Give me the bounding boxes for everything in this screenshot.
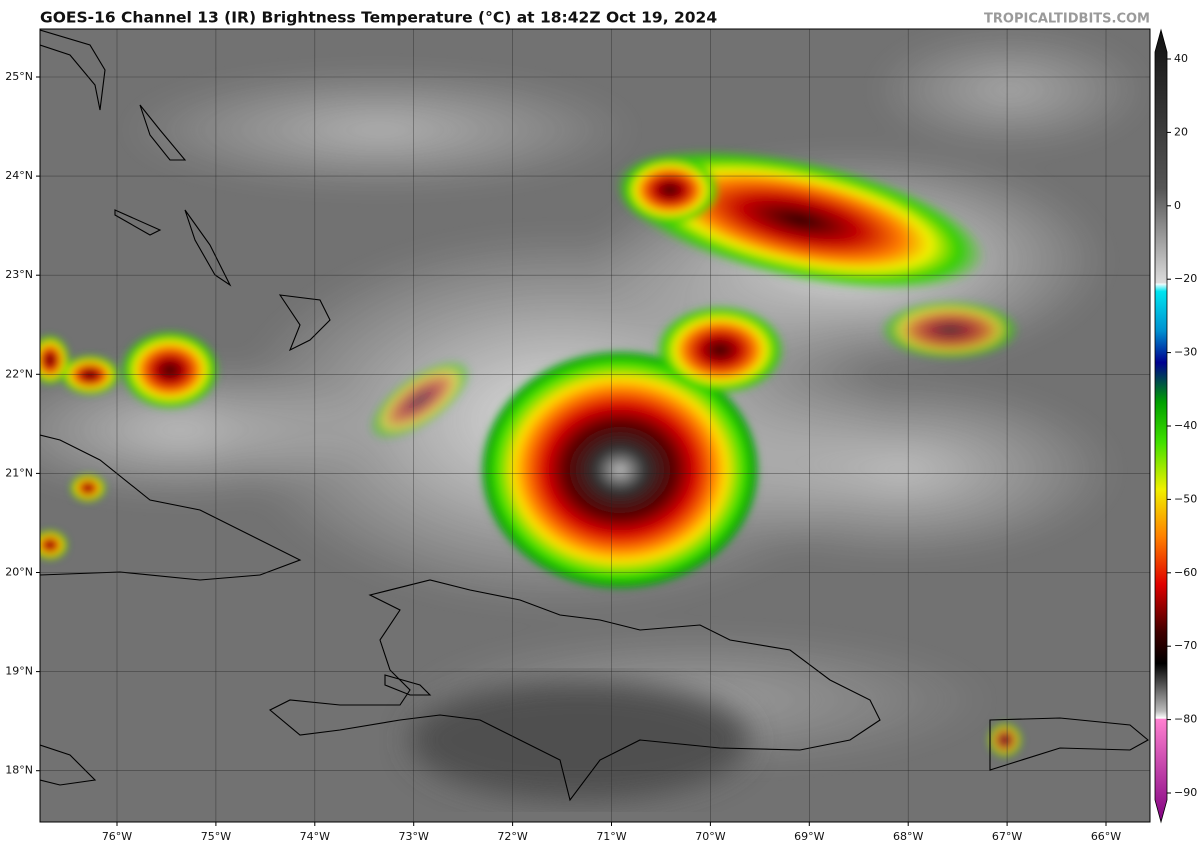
satellite-image (40, 29, 1150, 822)
colorbar-label: −80 (1174, 713, 1197, 726)
colorbar-label: −90 (1174, 786, 1197, 799)
lat-label: 18°N (5, 764, 33, 777)
lon-label: 70°W (695, 830, 725, 843)
title: GOES-16 Channel 13 (IR) Brightness Tempe… (40, 9, 717, 27)
lat-label: 22°N (5, 367, 33, 380)
lon-label: 75°W (201, 830, 231, 843)
map-frame (39, 28, 1151, 823)
lon-label: 74°W (300, 830, 330, 843)
lat-label: 23°N (5, 268, 33, 281)
colorbar (1154, 28, 1168, 824)
lat-label: 21°N (5, 466, 33, 479)
lon-label: 69°W (794, 830, 824, 843)
colorbar-label: −30 (1174, 346, 1197, 359)
watermark: TROPICALTIDBITS.COM (984, 12, 1150, 27)
lat-label: 25°N (5, 70, 33, 83)
lon-label: 67°W (992, 830, 1022, 843)
colorbar-label: −40 (1174, 419, 1197, 432)
lon-label: 66°W (1091, 830, 1121, 843)
lat-label: 19°N (5, 665, 33, 678)
lon-label: 76°W (102, 830, 132, 843)
colorbar-label: −50 (1174, 492, 1197, 505)
lon-label: 72°W (497, 830, 527, 843)
lat-label: 24°N (5, 169, 33, 182)
colorbar-label: 40 (1174, 52, 1188, 65)
lon-label: 73°W (399, 830, 429, 843)
colorbar-label: −70 (1174, 639, 1197, 652)
colorbar-label: −20 (1174, 272, 1197, 285)
lon-label: 71°W (596, 830, 626, 843)
coastlines (40, 29, 1149, 802)
lat-label: 20°N (5, 566, 33, 579)
colorbar-label: −60 (1174, 566, 1197, 579)
colorbar-label: 0 (1174, 199, 1181, 212)
colorbar-label: 20 (1174, 125, 1188, 138)
lon-label: 68°W (893, 830, 923, 843)
